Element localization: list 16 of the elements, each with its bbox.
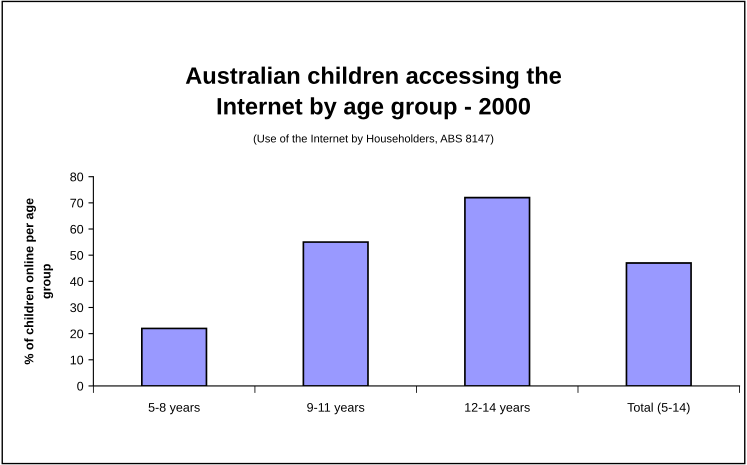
y-tick-label: 70	[70, 198, 84, 208]
y-axis-title: % of children online per age group	[24, 198, 54, 364]
x-tick-label: 9-11 years	[307, 402, 364, 414]
y-tick-label: 40	[70, 277, 84, 286]
x-tick-label: 12-14 years	[465, 402, 530, 414]
x-tick-label: 5-8 years	[148, 402, 200, 414]
y-tick-label: 10	[70, 356, 84, 364]
y-tick-label: 80	[70, 172, 84, 182]
chart-title: Australian children accessing the Internet by age group - 2000	[186, 66, 562, 120]
x-tick-label: Total (5-14)	[627, 402, 690, 414]
chart-subtitle: (Use of the Internet by Householders, ABS 8147)	[254, 134, 494, 145]
y-tick-label: 0	[77, 382, 84, 391]
y-tick-label: 20	[70, 329, 84, 338]
y-tick-label: 30	[70, 303, 84, 312]
y-tick-label: 50	[70, 250, 84, 260]
y-tick-label: 60	[70, 224, 84, 234]
